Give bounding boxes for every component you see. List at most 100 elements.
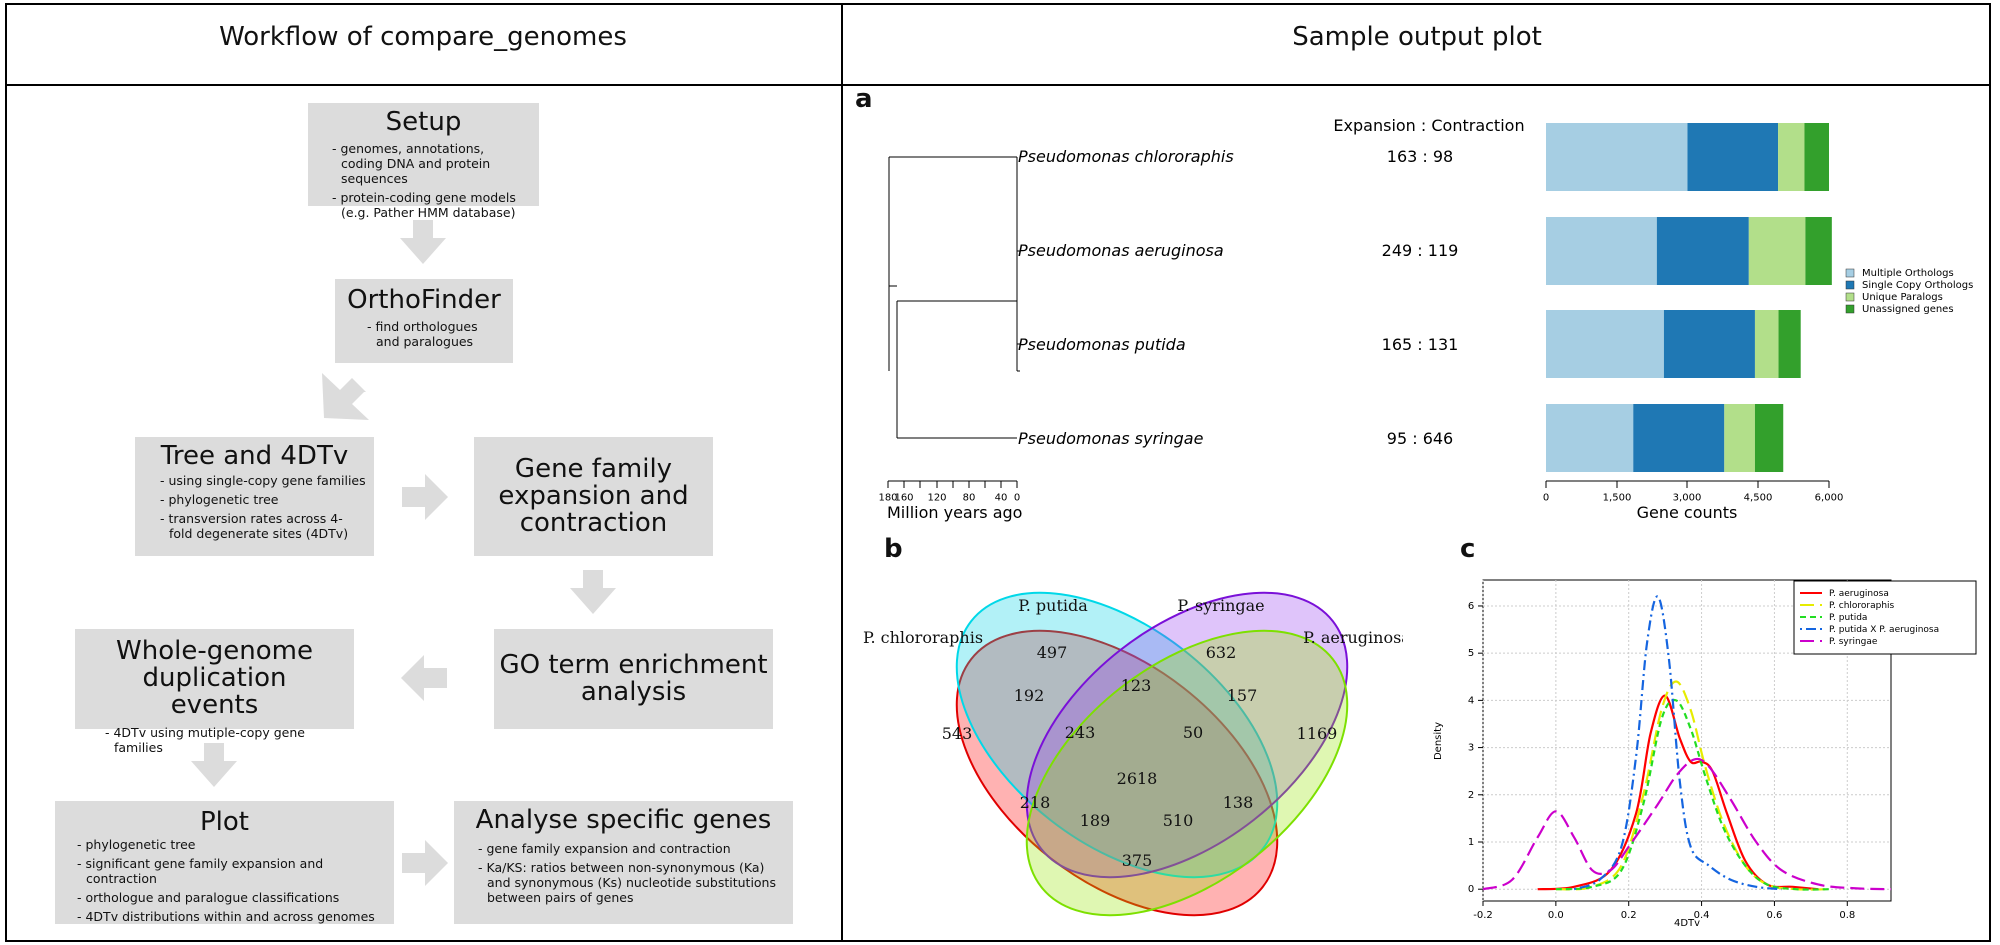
bar-tick-label: 6,000	[1815, 492, 1844, 503]
venn-set-label: P. aeruginosa	[1303, 628, 1403, 647]
density-legend: P. aeruginosa P. chlororaphis P. putida P. …	[1793, 580, 1977, 655]
density-x-label: 4DTv	[1674, 918, 1700, 929]
legend-label: P. syringae	[1829, 637, 1878, 647]
venn-region-count: 510	[1163, 811, 1194, 830]
tree-tick-label: 0	[1014, 492, 1020, 503]
bar-segment	[1805, 217, 1832, 285]
tree-axis	[887, 480, 1018, 488]
expansion-contraction-value: 249 : 119	[1382, 241, 1459, 260]
density-curve	[1555, 680, 1830, 891]
bar-axis-label: Gene counts	[1637, 503, 1738, 522]
venn-region-count: 123	[1121, 676, 1152, 695]
venn-region-count: 157	[1227, 686, 1258, 705]
analyse-bullet: - Ka/KS: ratios between non-synonymous (…	[478, 860, 776, 905]
panel-divider	[841, 3, 843, 942]
venn-set-label: P. putida	[1018, 596, 1088, 615]
wgd-title: Whole-genome duplication events	[116, 636, 313, 720]
plot-box: Plot - phylogenetic tree - significant g…	[55, 801, 394, 924]
x-tick-label: 0.6	[1766, 910, 1782, 921]
gene-family-box: Gene family expansion and contraction	[474, 437, 713, 556]
panel-a-chart: Pseudomonas chlororaphis Pseudomonas aer…	[878, 116, 1973, 522]
go-term-title: GO term enrichment analysis	[499, 650, 768, 707]
panel-label-a: a	[855, 84, 873, 114]
sample-output-title: Sample output plot	[1292, 22, 1542, 52]
panel-label-c: c	[1460, 534, 1476, 564]
header-divider	[5, 84, 1991, 86]
bar-segment	[1754, 404, 1784, 472]
bar-segment	[1546, 404, 1634, 472]
species-label: Pseudomonas syringae	[1018, 429, 1204, 448]
arrow-down-icon	[400, 220, 446, 264]
venn-set-aeruginosa	[1025, 629, 1349, 917]
x-tick-label: 0.4	[1694, 910, 1710, 921]
legend-label: P. putida X P. aeruginosa	[1829, 625, 1939, 635]
arrow-left-icon	[401, 655, 447, 701]
bar-segment	[1754, 310, 1779, 378]
arrow-right-icon	[402, 840, 448, 886]
legend-swatch	[1845, 304, 1855, 314]
analyse-bullet: - gene family expansion and contraction	[478, 841, 731, 856]
density-curve	[1573, 595, 1782, 891]
density-curve	[1482, 757, 1892, 891]
bar-axis	[1545, 480, 1830, 488]
legend-label: Unassigned genes	[1862, 304, 1954, 315]
legend-swatch	[1845, 280, 1855, 290]
legend-label: P. chlororaphis	[1829, 601, 1895, 611]
wgd-box: Whole-genome duplication events - 4DTv u…	[75, 629, 354, 755]
plot-bullet: - significant gene family expansion and …	[77, 856, 324, 886]
density-curve	[1555, 698, 1830, 891]
tree-4dtv-box: Tree and 4DTv - using single-copy gene f…	[135, 437, 374, 556]
species-label: Pseudomonas chlororaphis	[1018, 147, 1234, 166]
y-tick-label: 2	[1468, 790, 1474, 801]
venn-set-syringae	[1025, 591, 1349, 879]
arrow-down-icon	[191, 743, 237, 787]
analyse-box: Analyse specific genes - gene family exp…	[454, 801, 793, 924]
bar-segment	[1656, 217, 1749, 285]
tree-tick-label: 160	[894, 492, 913, 503]
legend-box	[1793, 580, 1977, 655]
bar-tick-label: 3,000	[1673, 492, 1702, 503]
venn-region-count: 1169	[1297, 724, 1338, 743]
density-curves	[1482, 595, 1892, 891]
gene-family-title: Gene family expansion and contraction	[498, 454, 689, 538]
x-tick-label: 0.2	[1621, 910, 1637, 921]
x-tick-label: 0.0	[1548, 910, 1564, 921]
orthofinder-title: OrthoFinder	[347, 285, 501, 315]
figure-frame	[5, 3, 1991, 942]
tree-bullet: - transversion rates across 4-fold degen…	[160, 511, 349, 541]
tree-tick-label: 120	[927, 492, 946, 503]
venn-region-count: 2618	[1117, 769, 1158, 788]
venn-region-count: 218	[1020, 793, 1051, 812]
venn-region-count: 192	[1014, 686, 1045, 705]
y-tick-label: 1	[1468, 837, 1474, 848]
y-tick-label: 6	[1468, 601, 1474, 612]
workflow-title: Workflow of compare_genomes	[219, 22, 627, 52]
setup-bullet: - genomes, annotations, coding DNA and p…	[332, 141, 491, 186]
plot-bullet: - phylogenetic tree	[77, 837, 196, 852]
arrow-down-icon	[570, 570, 616, 614]
panel-label-b: b	[884, 534, 903, 564]
phylogenetic-tree	[888, 156, 1020, 439]
x-tick-label: -0.2	[1473, 910, 1493, 921]
bar-segment	[1663, 310, 1755, 378]
bar-segment	[1633, 404, 1725, 472]
venn-set-label: P. syringae	[1177, 596, 1264, 615]
density-axes: -0.2 0.0 0.2 0.4 0.6 0.8 0 1 2 3 4 5 6	[1468, 601, 1855, 921]
workflow-arrows	[191, 220, 616, 886]
tree-bullet: - phylogenetic tree	[160, 492, 279, 507]
bar-segment	[1748, 217, 1806, 285]
venn-region-count: 243	[1065, 723, 1096, 742]
legend-swatch	[1845, 292, 1855, 302]
bar-tick-label: 0	[1543, 492, 1549, 503]
tree-bullet: - using single-copy gene families	[160, 473, 366, 488]
y-tick-label: 0	[1468, 884, 1474, 895]
density-curve	[1537, 694, 1819, 891]
bar-segment	[1687, 123, 1779, 191]
tree-tick-label: 40	[995, 492, 1008, 503]
tree-tick-label: 180	[878, 492, 897, 503]
venn-set-label: P. chlororaphis	[863, 628, 983, 647]
bar-segment	[1546, 217, 1657, 285]
orthofinder-bullet: - find orthologues and paralogues	[367, 319, 478, 349]
venn-region-count: 138	[1223, 793, 1254, 812]
